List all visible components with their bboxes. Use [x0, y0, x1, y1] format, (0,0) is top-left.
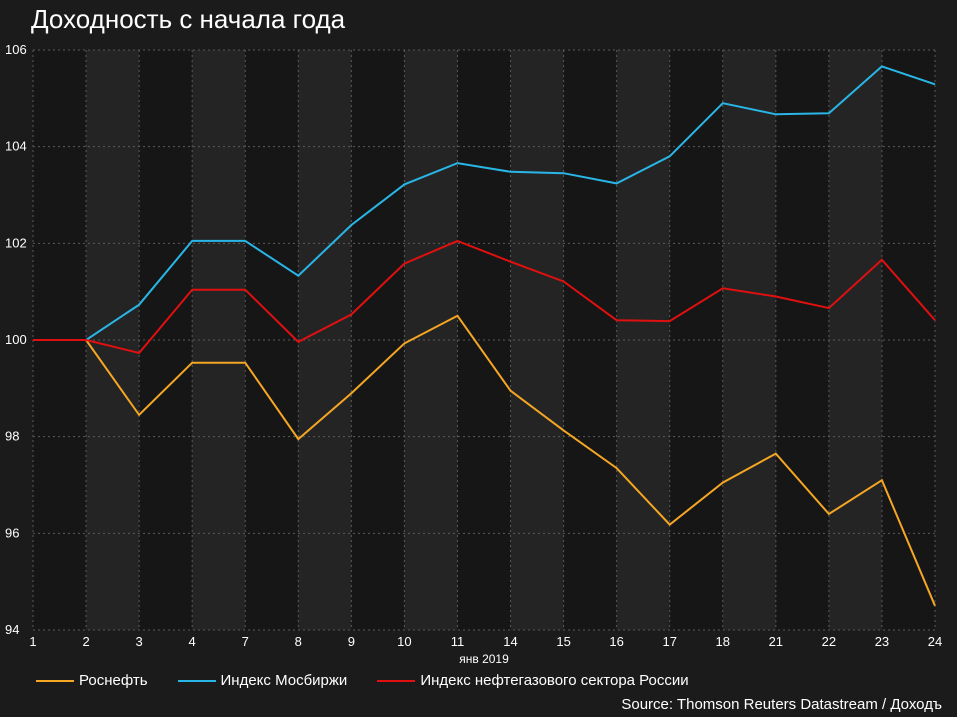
- x-tick-label: 15: [556, 634, 570, 649]
- legend-item-rosneft: Роснефть: [36, 672, 148, 689]
- legend-label-moex: Индекс Мосбиржи: [220, 672, 348, 689]
- x-tick-label: 17: [662, 634, 676, 649]
- x-axis-label: янв 2019: [459, 652, 509, 666]
- legend-item-oilgas: Индекс нефтегазового сектора России: [377, 672, 689, 689]
- series-line-2: [33, 239, 936, 355]
- gridlines: [32, 49, 936, 631]
- x-tick-label: 10: [397, 634, 411, 649]
- legend-label-rosneft: Роснефть: [79, 672, 148, 689]
- x-tick-label: 8: [295, 634, 302, 649]
- x-axis-ticks: 1 2 3 4 7 8 9 10 11 14 15 16 17 18 21 22 23 24: [29, 634, 942, 649]
- y-tick-label: 100: [5, 332, 27, 347]
- x-tick-label: 22: [822, 634, 836, 649]
- legend-label-oilgas: Индекс нефтегазового сектора России: [420, 672, 689, 689]
- y-tick-label: 106: [5, 42, 27, 57]
- x-tick-label: 2: [82, 634, 89, 649]
- legend-swatch-oilgas: [377, 679, 416, 682]
- y-axis-ticks: 94 96 98 100 102 104 106: [5, 42, 27, 637]
- x-tick-label: 24: [928, 634, 942, 649]
- plot-band: [351, 50, 405, 630]
- x-tick-label: 1: [29, 634, 36, 649]
- x-tick-label: 23: [875, 634, 889, 649]
- x-tick-label: 3: [136, 634, 143, 649]
- x-tick-label: 16: [609, 634, 623, 649]
- y-tick-label: 102: [5, 235, 27, 250]
- y-tick-label: 98: [5, 429, 19, 444]
- x-tick-label: 4: [189, 634, 196, 649]
- legend-item-moex: Индекс Мосбиржи: [177, 672, 348, 689]
- series-lines: [33, 65, 936, 607]
- plot-band: [563, 50, 617, 630]
- chart-title: Доходность с начала года: [31, 4, 346, 34]
- x-tick-label: 21: [769, 634, 783, 649]
- x-tick-label: 11: [451, 634, 465, 649]
- legend-swatch-moex: [177, 679, 216, 682]
- series-line-0: [33, 314, 936, 607]
- y-tick-label: 96: [5, 525, 19, 540]
- y-tick-label: 104: [5, 139, 27, 154]
- x-tick-label: 18: [716, 634, 730, 649]
- series-line-1: [33, 65, 936, 341]
- x-tick-label: 9: [348, 634, 355, 649]
- x-tick-label: 14: [503, 634, 517, 649]
- x-tick-label: 7: [242, 634, 249, 649]
- legend-swatch-rosneft: [36, 679, 74, 682]
- legend: Роснефть Индекс Мосбиржи Индекс нефтегаз…: [36, 672, 719, 689]
- source-note: Source: Thomson Reuters Datastream / Дох…: [621, 696, 942, 713]
- y-tick-label: 94: [5, 622, 19, 637]
